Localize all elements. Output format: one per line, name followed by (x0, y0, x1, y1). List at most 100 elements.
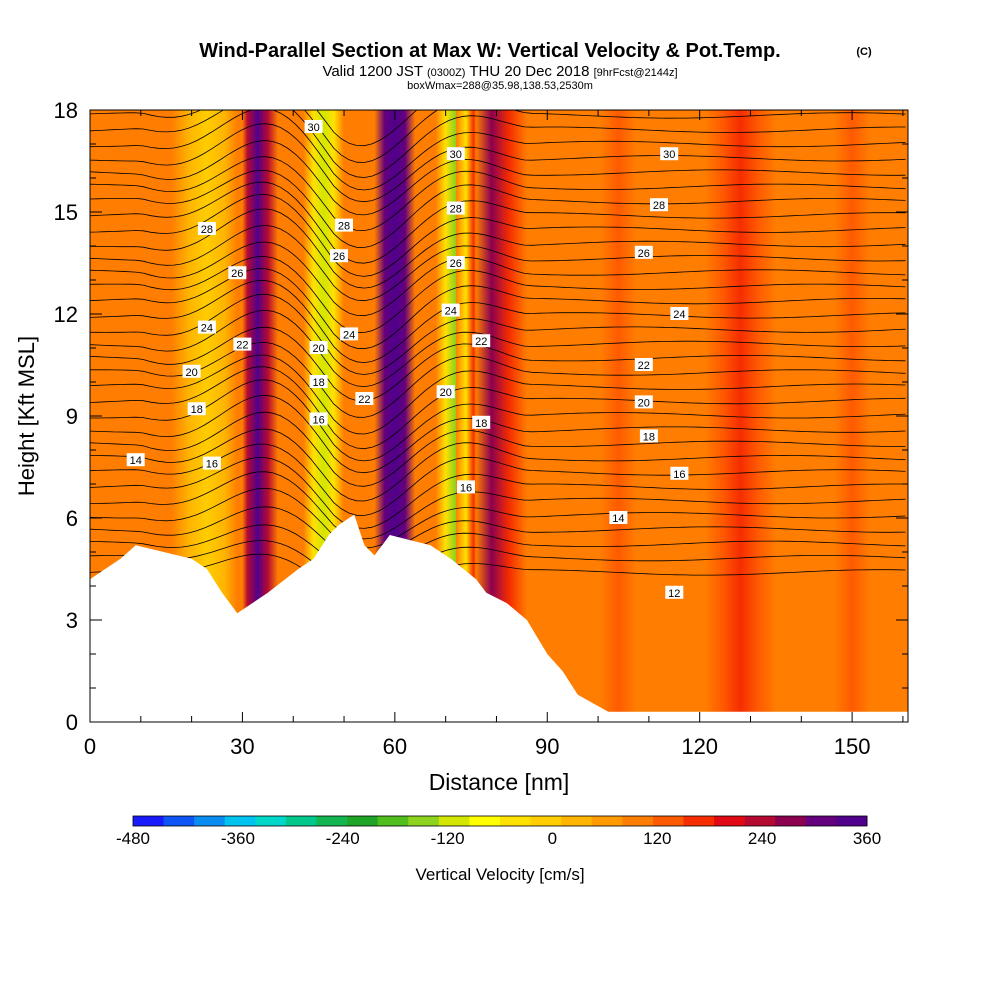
colorbar-tick-label: 0 (548, 829, 557, 848)
theta-contour-label: 12 (665, 585, 684, 600)
theta-contour-line (90, 411, 906, 487)
colorbar-swatch (561, 816, 593, 826)
contour-label-bg (197, 320, 216, 334)
theta-contour-line (90, 506, 906, 560)
contour-label-bg (197, 222, 216, 235)
theta-contour-line (90, 553, 906, 601)
x-axis-label: Distance [nm] (429, 769, 570, 795)
colorbar-swatch (224, 816, 256, 826)
contour-label-text: 18 (191, 404, 203, 416)
y-axis-label: Height [Kft MSL] (14, 336, 39, 496)
contour-label-text: 26 (333, 251, 345, 263)
x-tick-label: 150 (834, 734, 871, 759)
contour-label-text: 30 (450, 149, 462, 161)
contour-label-bg (436, 385, 455, 399)
theta-contour-label: 28 (650, 198, 668, 212)
contour-label-text: 28 (653, 200, 665, 212)
colorbar-tick-label: 360 (853, 829, 881, 848)
x-tick-label: 30 (230, 734, 254, 759)
contour-label-text: 22 (236, 340, 248, 352)
theta-contour-line (90, 110, 906, 178)
forecast-info: [9hrFcst@2144z] (594, 67, 678, 79)
theta-contour-label: 16 (457, 480, 475, 494)
contour-label-text: 24 (343, 329, 355, 341)
contour-label-bg (233, 337, 252, 351)
theta-contour-line (90, 193, 906, 277)
theta-contour-label: 22 (634, 358, 653, 372)
theta-contour-line (90, 394, 906, 474)
colorbar-swatch (163, 816, 195, 826)
theta-contour-line (90, 140, 906, 216)
contour-label-bg (340, 327, 359, 341)
theta-contour-label: 24 (340, 327, 359, 341)
theta-contour-line (90, 170, 906, 248)
colorbar-label: Vertical Velocity [cm/s] (415, 865, 584, 884)
colorbar-swatch (805, 816, 837, 826)
contour-label-text: 30 (307, 122, 319, 134)
theta-contour-line (90, 268, 906, 350)
colorbar-frame (132, 815, 868, 827)
theta-contour-label: 24 (670, 307, 689, 321)
theta-contour-label: 20 (309, 341, 328, 355)
colorbar-swatch (408, 816, 440, 826)
theta-contour-line (90, 110, 906, 163)
x-tick-label: 60 (383, 734, 407, 759)
y-tick-label: 0 (66, 710, 78, 735)
valid-prefix: Valid 1200 JST (322, 63, 422, 80)
theta-contour-line (90, 471, 906, 540)
colorbar-swatch (500, 816, 531, 826)
theta-contour-label: 26 (634, 245, 653, 260)
chart-title: Wind-Parallel Section at Max W: Vertical… (199, 40, 780, 62)
contour-label-bg (609, 511, 628, 524)
colorbar-swatch (530, 816, 562, 826)
contour-label-bg (634, 395, 653, 409)
theta-contour-label: 18 (639, 429, 658, 443)
contour-label-text: 28 (450, 204, 462, 216)
theta-contour-label: 20 (634, 395, 653, 409)
contour-label-text: 18 (643, 431, 655, 443)
theta-contour-label: 20 (182, 364, 201, 379)
y-tick-label: 9 (66, 404, 78, 429)
theta-contour-label: 16 (202, 456, 221, 471)
theta-contours (90, 110, 906, 601)
x-tick-label: 90 (535, 734, 559, 759)
theta-contour-label: 14 (609, 511, 628, 525)
colorbar-swatch (714, 816, 746, 826)
contour-label-text: 24 (445, 306, 457, 318)
contour-label-bg (670, 466, 689, 480)
copyright-mark: (C) (856, 46, 872, 58)
y-tick-label: 18 (54, 98, 78, 123)
x-tick-label: 0 (84, 734, 96, 759)
theta-contour-label: 30 (446, 147, 465, 161)
contour-label-bg (472, 334, 491, 348)
y-tick-label: 3 (66, 608, 78, 633)
theta-contour-label: 26 (228, 266, 247, 280)
y-tick-label: 15 (54, 200, 78, 225)
theta-contour-label: 14 (126, 453, 145, 467)
contour-label-bg (472, 415, 491, 429)
contour-label-bg (650, 198, 668, 212)
theta-contour-line (90, 524, 906, 573)
contour-label-bg (660, 147, 679, 161)
contour-label-text: 24 (673, 309, 685, 321)
theta-contour-label: 18 (472, 415, 491, 430)
colorbar-swatch (469, 816, 501, 826)
colorbar-tick-label: -240 (326, 829, 360, 848)
theta-contour-line (90, 256, 906, 333)
contour-label-text: 12 (668, 588, 680, 600)
contour-label-text: 28 (201, 224, 213, 236)
colorbar-swatch (133, 816, 164, 826)
theta-contour-label: 28 (335, 218, 353, 233)
y-tick-label: 6 (66, 506, 78, 531)
contour-label-bg (441, 303, 460, 317)
theta-contour-label: 28 (197, 222, 216, 236)
contour-label-text: 22 (475, 336, 487, 348)
valid-date: THU 20 Dec 2018 (469, 63, 589, 80)
contour-label-bg (634, 358, 653, 371)
theta-contour-line (90, 443, 906, 516)
contour-label-bg (457, 480, 475, 494)
colorbar-swatch (744, 816, 776, 826)
theta-contour-label: 16 (309, 412, 328, 426)
box-info: boxWmax=288@35.98,138.53,2530m (407, 80, 593, 92)
